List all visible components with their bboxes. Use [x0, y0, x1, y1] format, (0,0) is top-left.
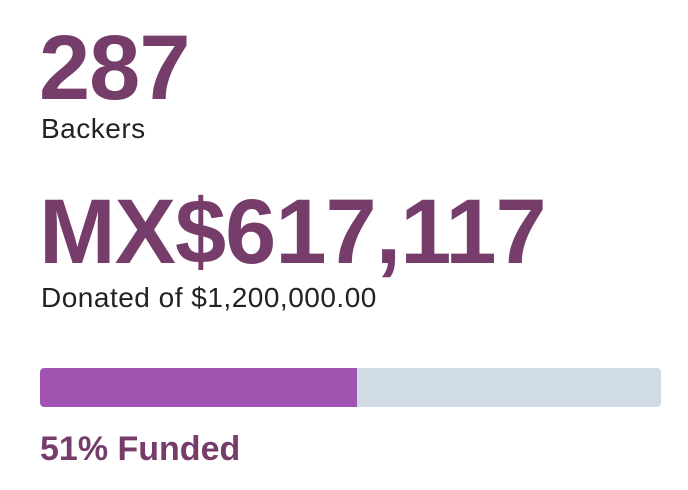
funding-progress-fill [40, 368, 357, 407]
funded-percentage-label: 51% Funded [40, 430, 241, 468]
funding-progress-bar [40, 368, 661, 407]
donated-goal-label: Donated of $1,200,000.00 [41, 282, 377, 313]
amount-raised: MX$617,117 [39, 181, 547, 283]
backers-count: 287 [39, 17, 190, 119]
backers-label: Backers [41, 113, 146, 144]
